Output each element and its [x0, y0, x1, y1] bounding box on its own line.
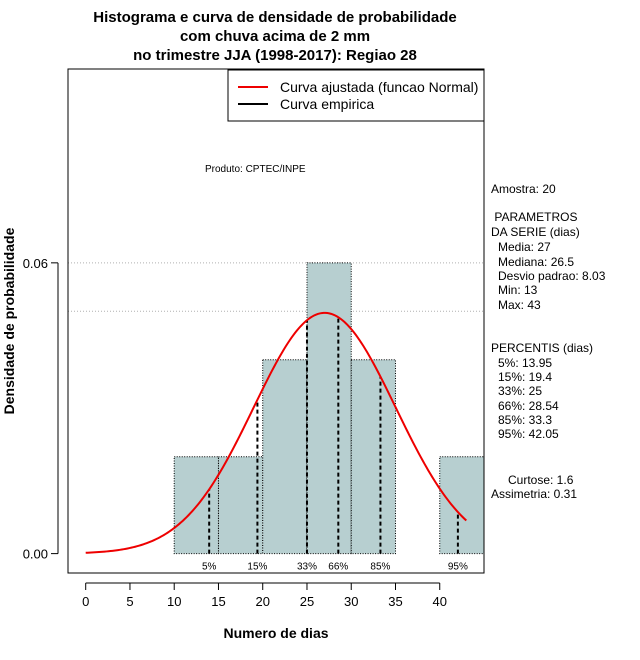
percentile-label-3: 66%	[328, 562, 348, 573]
x-axis: 0 5 10 15 20 25 30 35 40	[82, 582, 447, 609]
params-title-2: DA SERIE (dias)	[491, 225, 580, 239]
stats-panel: Amostra: 20 PARAMETROS DA SERIE (dias) M…	[491, 182, 606, 501]
x-tick-label-5: 25	[300, 594, 314, 609]
histogram-bars	[173, 262, 485, 555]
y-axis: 0.00 0.06	[23, 256, 59, 562]
x-tick-label-2: 10	[167, 594, 181, 609]
chart-title-line-2: com chuva acima de 2 mm	[180, 28, 370, 45]
curtose: Curtose: 1.6	[508, 473, 574, 487]
histogram-bar-6	[439, 456, 485, 555]
percentil-15: 15%: 19.4	[498, 370, 552, 384]
param-desvio: Desvio padrao: 8.03	[498, 269, 606, 283]
chart-title-line-1: Histograma e curva de densidade de proba…	[93, 9, 456, 26]
histogram-bar-4	[350, 359, 396, 555]
histogram-bar-1	[217, 456, 264, 555]
percentil-66: 66%: 28.54	[498, 399, 559, 413]
chart-title-line-3: no trimestre JJA (1998-2017): Regiao 28	[133, 47, 417, 64]
x-tick-label-7: 35	[388, 594, 402, 609]
y-tick-label-1: 0.06	[23, 256, 48, 271]
legend-label-normal: Curva ajustada (funcao Normal)	[280, 79, 478, 95]
x-tick-label-0: 0	[82, 594, 89, 609]
param-min: Min: 13	[498, 283, 538, 297]
x-tick-label-3: 15	[211, 594, 225, 609]
percentil-85: 85%: 33.3	[498, 413, 552, 427]
percentil-95: 95%: 42.05	[498, 427, 559, 441]
percentil-5: 5%: 13.95	[498, 356, 552, 370]
x-tick-label-8: 40	[433, 594, 447, 609]
plot-frame	[67, 68, 485, 574]
percentil-33: 33%: 25	[498, 384, 542, 398]
y-axis-label: Densidade de probabilidade	[1, 227, 17, 414]
sample-size: Amostra: 20	[491, 182, 556, 196]
assimetria: Assimetria: 0.31	[491, 487, 577, 501]
percentile-label-5: 95%	[448, 562, 468, 573]
percentile-label-0: 5%	[202, 562, 217, 573]
x-tick-label-1: 5	[126, 594, 133, 609]
y-tick-label-0: 0.00	[23, 547, 48, 562]
product-annotation: Produto: CPTEC/INPE	[205, 164, 306, 175]
x-tick-label-6: 30	[344, 594, 358, 609]
x-tick-label-4: 20	[255, 594, 269, 609]
x-axis-label: Numero de dias	[223, 625, 328, 641]
percentile-lines	[208, 317, 459, 554]
legend-box	[227, 69, 485, 122]
percentile-label-4: 85%	[370, 562, 390, 573]
param-max: Max: 43	[498, 298, 541, 312]
param-mediana: Mediana: 26.5	[498, 255, 574, 269]
legend: Curva ajustada (funcao Normal) Curva emp…	[227, 69, 485, 122]
param-media: Media: 27	[498, 240, 551, 254]
legend-label-empirical: Curva empirica	[280, 96, 374, 112]
percentile-label-2: 33%	[297, 562, 317, 573]
histogram-bar-3	[306, 262, 352, 555]
percentis-title: PERCENTIS (dias)	[491, 341, 593, 355]
histogram-bar-2	[262, 359, 308, 555]
percentile-labels: 5% 15% 33% 66% 85% 95%	[202, 562, 468, 573]
params-title-1: PARAMETROS	[491, 210, 577, 224]
percentile-label-1: 15%	[247, 562, 267, 573]
normal-curve-line	[85, 311, 467, 554]
